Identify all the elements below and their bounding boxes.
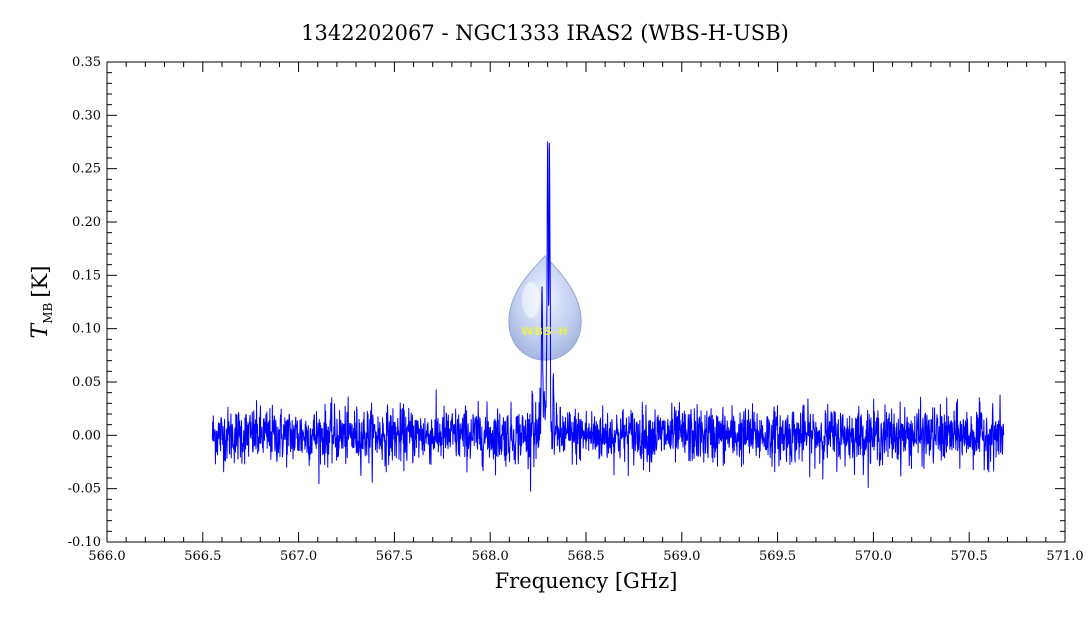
y-tick-label: 0.10: [72, 322, 101, 337]
y-tick-label: -0.05: [68, 482, 101, 497]
plot-frame: [106, 61, 1066, 543]
x-tick-label: 571.0: [1046, 549, 1083, 564]
watermark-drop: [508, 255, 582, 361]
y-axis-unit: [K]: [28, 266, 52, 298]
x-tick-label: 569.5: [759, 549, 796, 564]
x-tick-label: 570.0: [855, 549, 892, 564]
x-tick-label: 566.0: [88, 549, 125, 564]
chart-title: 1342202067 - NGC1333 IRAS2 (WBS-H-USB): [301, 21, 789, 45]
x-tick-label: 566.5: [184, 549, 221, 564]
x-tick-label: 567.0: [280, 549, 317, 564]
x-tick-label: 568.5: [567, 549, 604, 564]
spectrum-series-line: [211, 141, 1005, 492]
y-tick-label: 0.15: [72, 268, 101, 283]
y-tick-label: 0.20: [72, 215, 101, 230]
axis-ticks: [106, 61, 1066, 543]
watermark-label: WBS-H: [521, 325, 568, 338]
y-tick-label: -0.10: [68, 535, 101, 550]
x-axis-label: Frequency [GHz]: [495, 569, 678, 593]
y-axis-label: TMB [K]: [28, 266, 55, 339]
x-tick-label: 568.0: [472, 549, 509, 564]
y-tick-labels: -0.10 -0.05 0.00 0.05 0.10 0.15 0.20 0.25 0.30 0.…: [68, 55, 101, 550]
y-tick-label: 0.35: [72, 55, 101, 70]
x-tick-labels: 566.0 566.5 567.0 567.5 568.0 568.5 569.0 569.5…: [88, 549, 1083, 564]
svg-text:TMB[K]: TMB [K]: [28, 266, 55, 339]
y-tick-label: 0.30: [72, 108, 101, 123]
y-axis-subscript: MB: [41, 302, 55, 323]
x-tick-label: 570.5: [951, 549, 988, 564]
y-tick-label: 0.05: [72, 375, 101, 390]
wbs-h-watermark: [508, 255, 582, 361]
y-tick-label: 0.00: [72, 428, 101, 443]
y-axis-symbol: T: [28, 321, 53, 338]
x-tick-label: 569.0: [663, 549, 700, 564]
x-tick-label: 567.5: [376, 549, 413, 564]
y-tick-label: 0.25: [72, 162, 101, 177]
